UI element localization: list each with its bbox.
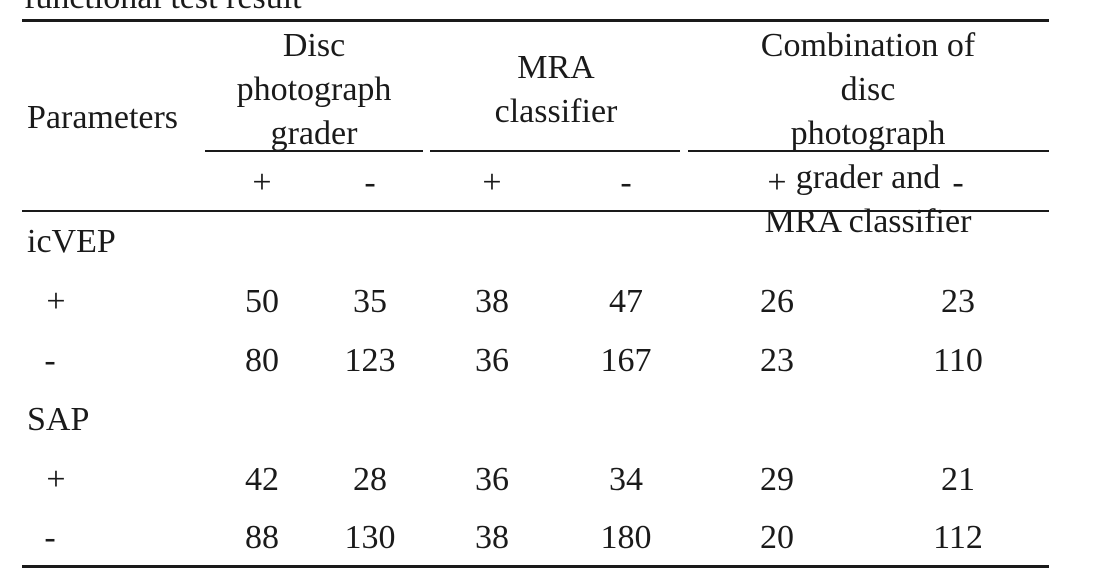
cell-icvep-neg-comb-pos: 23 (760, 342, 794, 379)
cell-sap-neg-mra-neg: 180 (600, 519, 652, 556)
cell-sap-pos-mra-neg: 34 (609, 461, 643, 498)
subheader-disc-positive: + (252, 164, 272, 201)
cell-icvep-neg-mra-neg: 167 (600, 342, 652, 379)
cell-sap-pos-comb-pos: 29 (760, 461, 794, 498)
group-underline-combination (688, 150, 1049, 152)
row-sign-icvep-negative: - (44, 342, 56, 379)
cell-icvep-neg-mra-pos: 36 (475, 342, 509, 379)
cell-sap-neg-comb-pos: 20 (760, 519, 794, 556)
cell-sap-neg-mra-pos: 38 (475, 519, 509, 556)
parameters-header: Parameters (27, 99, 179, 136)
group-underline-mra (430, 150, 680, 152)
cell-icvep-pos-mra-pos: 38 (475, 283, 509, 320)
subheader-combination-positive: + (767, 164, 787, 201)
cell-sap-neg-disc-pos: 88 (245, 519, 279, 556)
cell-sap-pos-disc-pos: 42 (245, 461, 279, 498)
cell-icvep-neg-disc-pos: 80 (245, 342, 279, 379)
group-underline-disc (205, 150, 423, 152)
row-sign-icvep-positive: + (46, 283, 66, 320)
cell-icvep-neg-disc-neg: 123 (344, 342, 396, 379)
row-sign-sap-positive: + (46, 461, 66, 498)
cell-sap-pos-comb-neg: 21 (941, 461, 975, 498)
bottom-rule (22, 565, 1049, 568)
cell-sap-neg-disc-neg: 130 (344, 519, 396, 556)
header-bottom-rule (22, 210, 1049, 212)
cell-icvep-neg-comb-neg: 110 (933, 342, 983, 379)
cell-sap-pos-disc-neg: 28 (353, 461, 387, 498)
subheader-disc-negative: - (364, 164, 376, 201)
section-label-icvep: icVEP (27, 223, 116, 260)
subheader-mra-negative: - (620, 164, 632, 201)
subheader-mra-positive: + (482, 164, 502, 201)
column-group-mra-classifier: MRA classifier (494, 49, 618, 130)
subheader-combination-negative: - (952, 164, 964, 201)
cell-sap-pos-mra-pos: 36 (475, 461, 509, 498)
cell-icvep-pos-comb-neg: 23 (941, 283, 975, 320)
column-group-disc-photograph-grader: Disc photograph grader (236, 27, 392, 152)
cell-icvep-pos-comb-pos: 26 (760, 283, 794, 320)
cell-icvep-pos-disc-neg: 35 (353, 283, 387, 320)
top-rule (22, 19, 1049, 22)
row-sign-sap-negative: - (44, 519, 56, 556)
table-caption: functional test result (24, 0, 302, 18)
section-label-sap: SAP (27, 401, 90, 438)
cell-icvep-pos-disc-pos: 50 (245, 283, 279, 320)
cell-icvep-pos-mra-neg: 47 (609, 283, 643, 320)
column-group-combination: Combination of disc photograph grader an… (760, 27, 976, 240)
cell-sap-neg-comb-neg: 112 (933, 519, 983, 556)
